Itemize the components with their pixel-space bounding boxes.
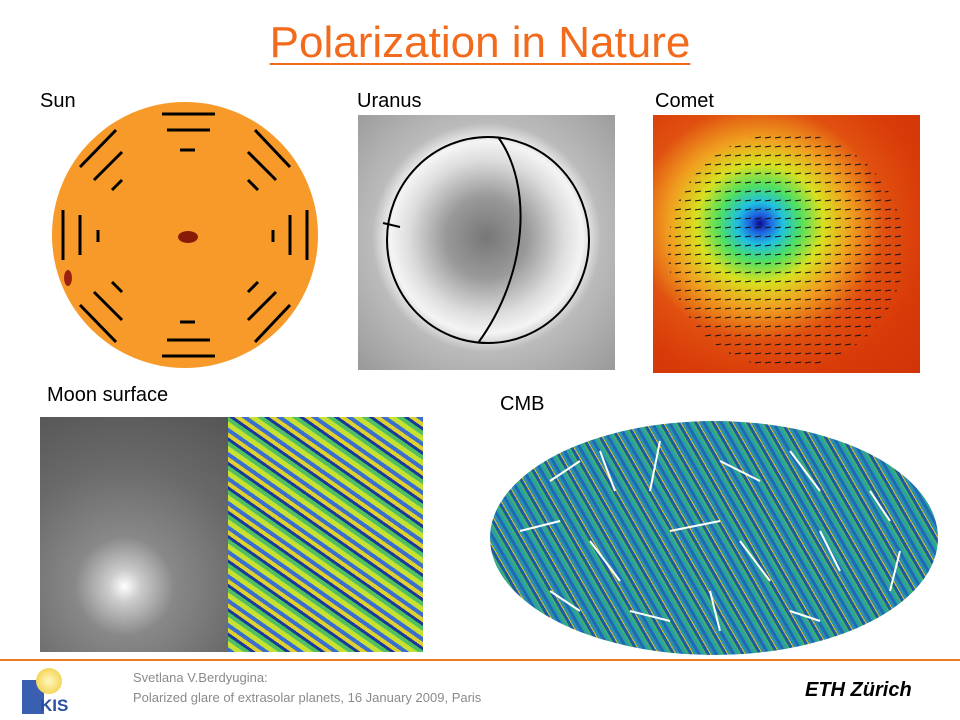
footer-author: Svetlana V.Berdyugina: [133, 670, 268, 685]
kis-logo: KIS [22, 668, 69, 715]
footer-divider [0, 659, 960, 661]
sun-label: Sun [40, 90, 76, 112]
slide-title: Polarization in Nature [269, 18, 691, 67]
uranus-label: Uranus [357, 90, 422, 112]
moon-polarization-map [228, 417, 423, 652]
kis-logo-text: KIS [40, 696, 69, 715]
footer-talk: Polarized glare of extrasolar planets, 1… [133, 690, 482, 705]
sun-image [52, 102, 318, 368]
cmb-map [490, 421, 938, 655]
eth-zurich-logo: ETH Zürich [805, 679, 912, 701]
cmb-label: CMB [500, 393, 545, 415]
uranus-image [358, 115, 615, 370]
moon-label: Moon surface [47, 384, 169, 406]
moon-surface-image [40, 417, 228, 652]
comet-image [653, 115, 920, 373]
comet-label: Comet [655, 90, 714, 112]
